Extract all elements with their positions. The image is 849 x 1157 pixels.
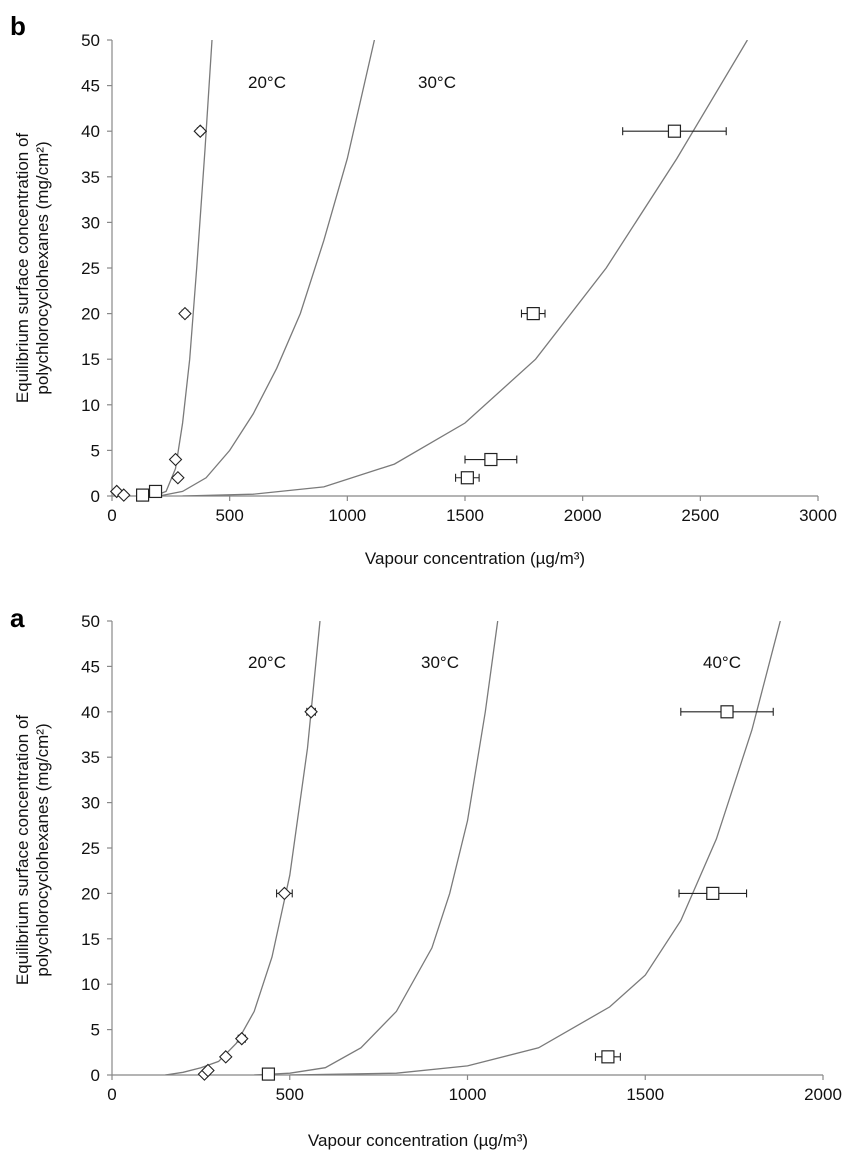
panel-b-y-tick-label: 25 [81,259,100,278]
panel-b-x-tick-label: 1000 [328,506,366,525]
panel-b-diamond-point [116,488,131,502]
panel-b-fit-curve-1 [154,40,213,496]
panel-a-y-tick-label: 0 [91,1066,100,1085]
panel-a-y-tick-label: 20 [81,884,100,903]
panel-b-y-tick-label: 30 [81,213,100,232]
panel-b-x-tick-label: 2000 [564,506,602,525]
panel-a-x-axis-title: Vapour concentration (µg/m³) [308,1131,528,1150]
panel-a-fit-curve-3 [289,621,781,1075]
panel-a-x-tick-label: 1500 [626,1085,664,1104]
panel-b-y-tick-label: 35 [81,168,100,187]
panel-a-curve-label: 20°C [248,653,286,672]
panel-b-y-tick-label: 10 [81,396,100,415]
panel-a-square-point [720,705,734,719]
panel-b-square-point [667,124,682,138]
panel-b-y-tick-label: 45 [81,77,100,96]
panel-a-y-axis-title-line1: Equilibrium surface concentration of [13,715,32,986]
panel-b-y-tick-label: 50 [81,31,100,50]
panel-b-y-tick-label: 20 [81,305,100,324]
panel-a-letter: a [10,603,25,633]
panel-a-chart: a Equilibrium surface concentration of p… [10,603,842,1150]
panel-a-x-tick-label: 0 [107,1085,116,1104]
panel-a-y-tick-label: 10 [81,975,100,994]
panel-b-square-point [135,488,150,502]
panel-b-curve-label: 30°C [418,73,456,92]
panel-b-chart: b Equilibrium surface concentration of p… [10,11,837,568]
panel-b-diamond-point [168,452,183,467]
panel-a-x-tick-label: 2000 [804,1085,842,1104]
panel-a-diamond-point [304,705,318,719]
panel-b-x-tick-label: 0 [107,506,116,525]
panel-b-fit-curve-3 [182,40,748,496]
panel-b-y-tick-label: 40 [81,122,100,141]
panel-b-square-point [148,484,163,499]
panel-a-curve-label: 30°C [421,653,459,672]
panel-b-square-point [484,452,498,467]
panel-b-diamond-point [171,470,185,485]
panel-a-y-tick-label: 50 [81,612,100,631]
panel-b-diamond-point [193,124,208,138]
panel-b-x-tick-label: 3000 [799,506,837,525]
panel-b-x-tick-label: 500 [215,506,243,525]
panel-a-square-point [706,886,720,901]
panel-b-x-tick-label: 1500 [446,506,484,525]
panel-b-letter: b [10,11,26,41]
panel-b-square-point [526,307,540,321]
panel-a-curve-label: 40°C [703,653,741,672]
panel-b-fit-curve-2 [158,40,376,496]
panel-a-y-axis-title-line2: polychlorocyclohexanes (mg/cm²) [33,723,52,976]
panel-b-x-tick-label: 2500 [681,506,719,525]
panel-b-y-tick-label: 15 [81,350,100,369]
panel-b-x-axis-title: Vapour concentration (µg/m³) [365,549,585,568]
panel-a-x-tick-label: 1000 [449,1085,487,1104]
panel-b-y-axis-title-line2: polychlorocyclohexanes (mg/cm²) [33,141,52,394]
panel-a-fit-curve-1 [165,621,321,1075]
panel-a-x-tick-label: 500 [276,1085,304,1104]
panel-b-curve-label: 20°C [248,73,286,92]
panel-a-y-tick-label: 15 [81,930,100,949]
panel-b-square-point [460,471,474,485]
panel-b-y-tick-label: 5 [91,441,100,460]
panel-a-y-tick-label: 5 [91,1021,100,1040]
panel-a-diamond-point [201,1063,215,1078]
panel-a-y-tick-label: 40 [81,703,100,722]
panel-a-diamond-point [277,886,292,901]
panel-b-y-tick-label: 0 [91,487,100,506]
panel-b-diamond-point [178,306,192,321]
panel-b-diamond-point [109,484,124,499]
panel-a-y-tick-label: 45 [81,657,100,676]
panel-a-y-tick-label: 30 [81,794,100,813]
panel-b-y-axis-title-line1: Equilibrium surface concentration of [13,133,32,404]
panel-a-fit-curve-2 [254,621,499,1075]
panel-a-diamond-point [218,1050,233,1064]
panel-a-y-tick-label: 35 [81,748,100,767]
panel-a-diamond-point [234,1031,249,1046]
panel-a-square-point [261,1067,276,1081]
panel-a-square-point [601,1050,615,1064]
panel-a-y-tick-label: 25 [81,839,100,858]
